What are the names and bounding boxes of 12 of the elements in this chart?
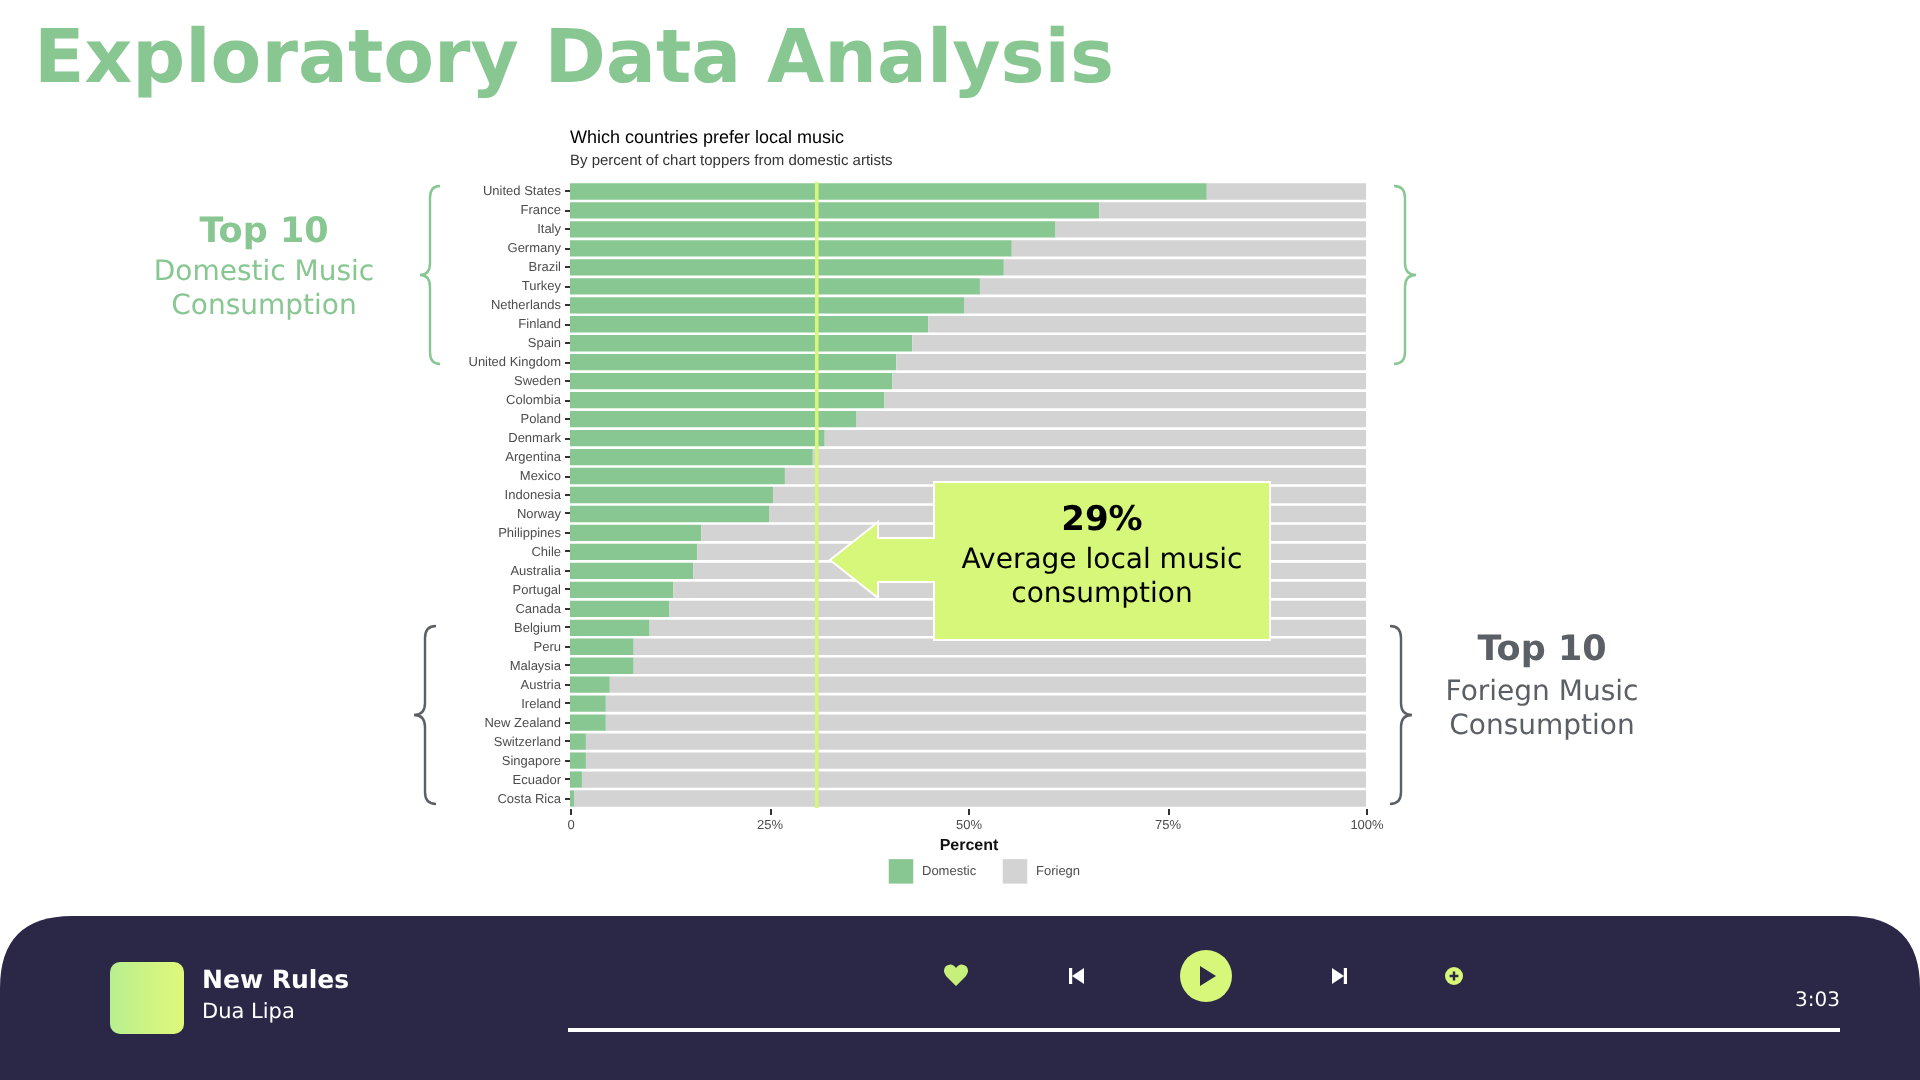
text: Top 10 [1475,630,1609,672]
x-axis-title: Percent [939,836,1000,854]
text: Top 10 [197,212,331,254]
text: New Rules [202,964,350,994]
chart-title: Which countries prefer local music [570,127,846,148]
text: Domestic Music Consumption [151,256,377,324]
text: Dua Lipa [202,1000,295,1026]
annotation: 29% [1059,500,1145,541]
text: Foriegn Music Consumption [1443,676,1641,744]
text: 3:03 [1795,990,1840,1014]
text: Exploratory Data Analysis [34,14,1114,103]
annotation: Average local music consumption [959,544,1245,612]
